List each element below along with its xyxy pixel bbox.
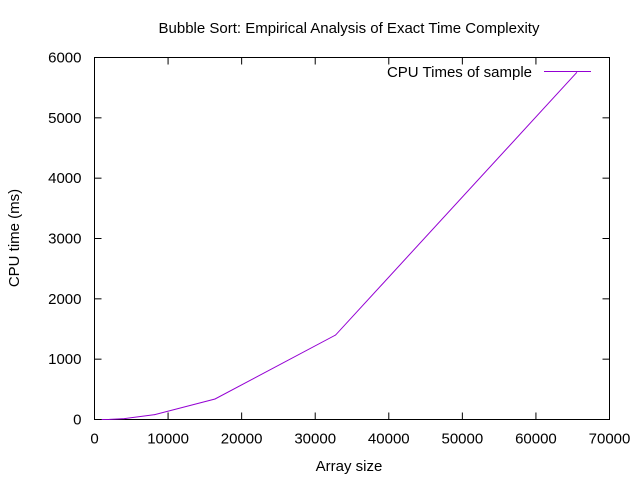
x-tick-label: 50000 [441, 431, 483, 448]
series-line [102, 72, 578, 420]
x-tick-label: 70000 [589, 431, 631, 448]
data-point [214, 398, 216, 400]
y-tick-label: 5000 [48, 110, 81, 127]
x-tick-label: 10000 [147, 431, 189, 448]
chart-title: Bubble Sort: Empirical Analysis of Exact… [159, 20, 540, 37]
y-tick-label: 1000 [48, 351, 81, 368]
y-tick-label: 4000 [48, 170, 81, 187]
x-axis-ticks: 0 10000 20000 30000 40000 50000 60000 70000 [90, 57, 631, 448]
legend-label: CPU Times of sample [387, 64, 532, 81]
data-point [335, 334, 337, 336]
x-tick-label: 40000 [368, 431, 410, 448]
x-tick-label: 60000 [515, 431, 557, 448]
x-axis-label: Array size [316, 458, 383, 475]
data-point [109, 418, 111, 420]
data-point [101, 418, 103, 420]
data-point [154, 414, 156, 416]
y-tick-label: 3000 [48, 231, 81, 248]
x-tick-label: 20000 [221, 431, 263, 448]
y-axis-label: CPU time (ms) [6, 189, 23, 287]
legend: CPU Times of sample [387, 64, 591, 81]
y-axis-ticks: 0 1000 2000 3000 4000 5000 6000 [48, 50, 610, 429]
y-tick-label: 2000 [48, 291, 81, 308]
x-tick-label: 0 [90, 431, 98, 448]
data-point [576, 72, 578, 74]
y-tick-label: 6000 [48, 50, 81, 67]
y-tick-label: 0 [73, 412, 81, 429]
series-layer [101, 72, 578, 420]
plot-frame [94, 57, 610, 420]
x-tick-label: 30000 [294, 431, 336, 448]
data-point [124, 418, 126, 420]
